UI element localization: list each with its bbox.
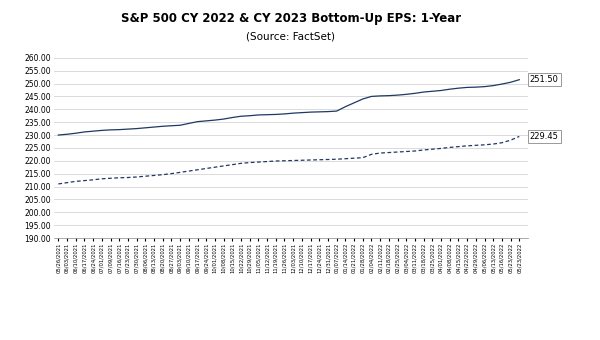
Text: 251.50: 251.50 bbox=[530, 75, 559, 84]
Text: 229.45: 229.45 bbox=[530, 132, 559, 141]
Text: S&P 500 CY 2022 & CY 2023 Bottom-Up EPS: 1-Year: S&P 500 CY 2022 & CY 2023 Bottom-Up EPS:… bbox=[121, 12, 461, 26]
Text: (Source: FactSet): (Source: FactSet) bbox=[247, 32, 335, 41]
